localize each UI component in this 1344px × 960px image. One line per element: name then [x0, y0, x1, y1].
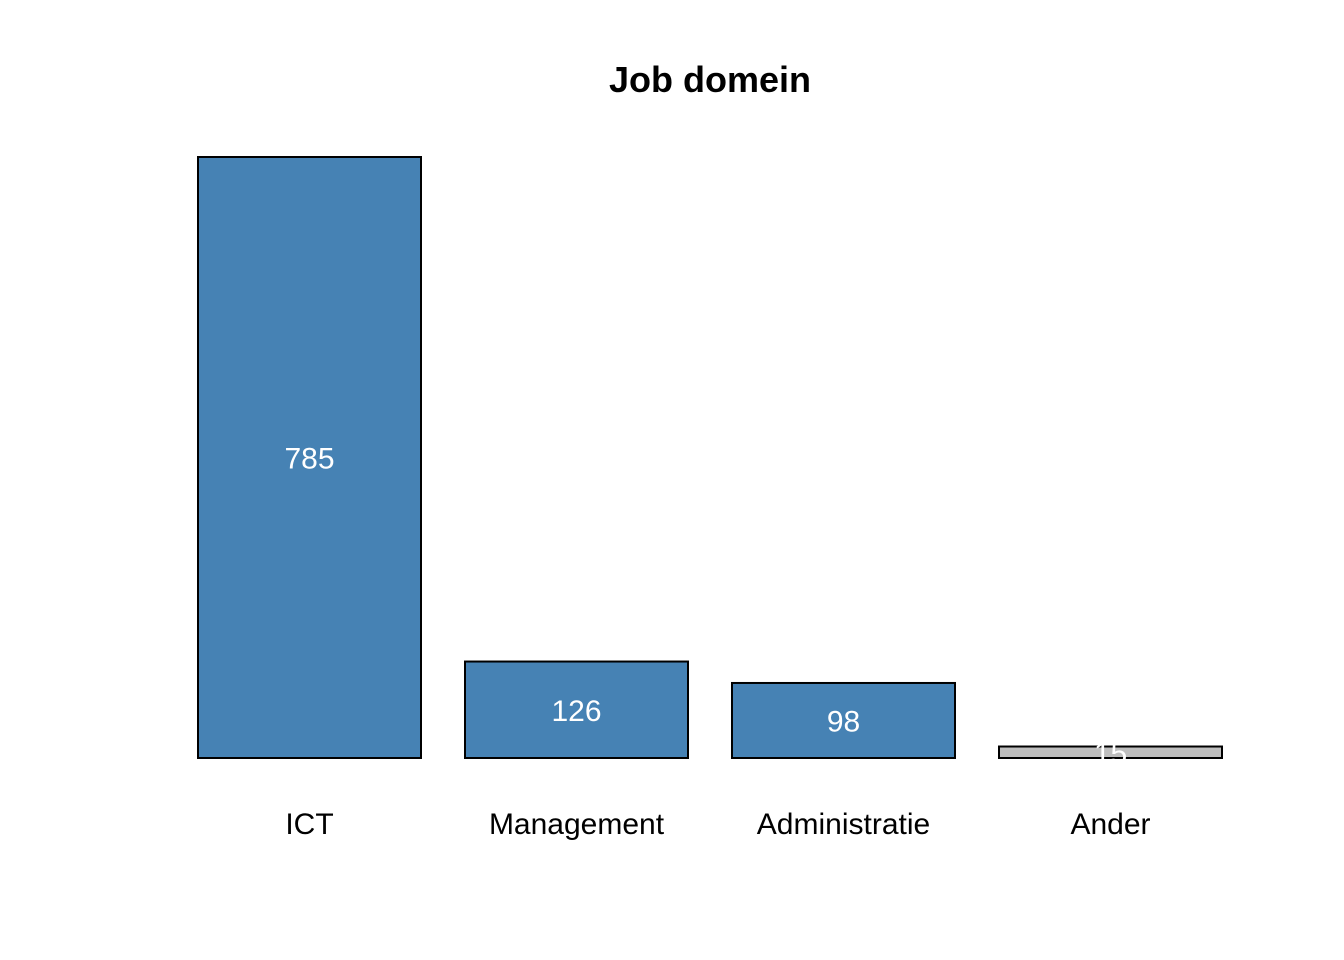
tick-label-administratie: Administratie [757, 808, 930, 841]
data-label-ander: 15 [1094, 737, 1127, 770]
x-tick-labels-group: ICT Management Administratie Ander [285, 808, 1150, 841]
chart-title: Job domein [609, 59, 811, 100]
bar-management [464, 660, 689, 759]
tick-label-ander: Ander [1070, 808, 1150, 841]
bar-ander [998, 745, 1223, 760]
tick-label-management: Management [489, 808, 665, 841]
bar-ict [197, 156, 422, 759]
bars-group [197, 156, 1223, 760]
data-labels-group: 785 126 98 15 [284, 443, 1127, 771]
data-label-ict: 785 [284, 443, 334, 476]
bar-administratie [731, 681, 956, 759]
data-label-management: 126 [551, 695, 601, 728]
tick-label-ict: ICT [285, 808, 333, 841]
data-label-administratie: 98 [827, 705, 860, 738]
